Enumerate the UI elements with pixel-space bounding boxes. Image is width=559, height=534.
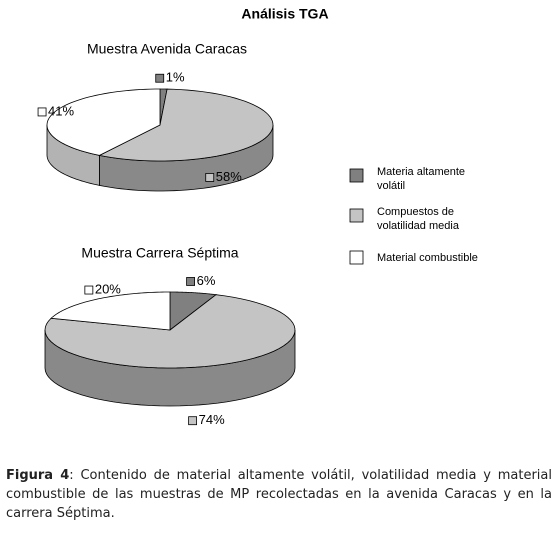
data-label: 1% xyxy=(166,70,185,85)
data-label: 6% xyxy=(197,273,216,288)
chart: Análisis TGA Muestra Avenida Caracas Mue… xyxy=(37,6,478,427)
legend-swatch xyxy=(349,250,364,265)
caption-text: : Contenido de material altamente voláti… xyxy=(6,468,552,521)
pie-slice xyxy=(98,88,274,162)
legend-label: Material combustible xyxy=(377,252,478,264)
legend-label: Materia altamente volátil xyxy=(377,166,468,192)
label-swatch xyxy=(186,277,195,286)
data-label: 20% xyxy=(95,281,121,296)
pie-slice xyxy=(50,291,171,331)
label-swatch xyxy=(205,173,215,182)
label-swatch xyxy=(155,73,165,83)
pie-title: Muestra Carrera Séptima xyxy=(81,245,238,261)
data-label: 58% xyxy=(216,169,242,184)
caption: Figura 4: Contenido de material altament… xyxy=(6,466,552,523)
label-swatch xyxy=(188,416,198,426)
caption-label: Figura 4 xyxy=(6,468,70,483)
label-swatch xyxy=(37,107,47,117)
pie-slice xyxy=(44,294,296,369)
pie-slice xyxy=(46,88,161,156)
data-label: 74% xyxy=(199,412,225,427)
label-swatch xyxy=(84,285,94,295)
legend-label: Compuestos de volatilidad media xyxy=(377,206,460,232)
chart-title: Análisis TGA xyxy=(241,6,328,22)
legend-swatch xyxy=(349,208,364,223)
data-label: 41% xyxy=(48,103,74,118)
pie-slice xyxy=(169,291,218,331)
legend-swatch xyxy=(349,168,364,183)
pie-title: Muestra Avenida Caracas xyxy=(87,41,247,57)
